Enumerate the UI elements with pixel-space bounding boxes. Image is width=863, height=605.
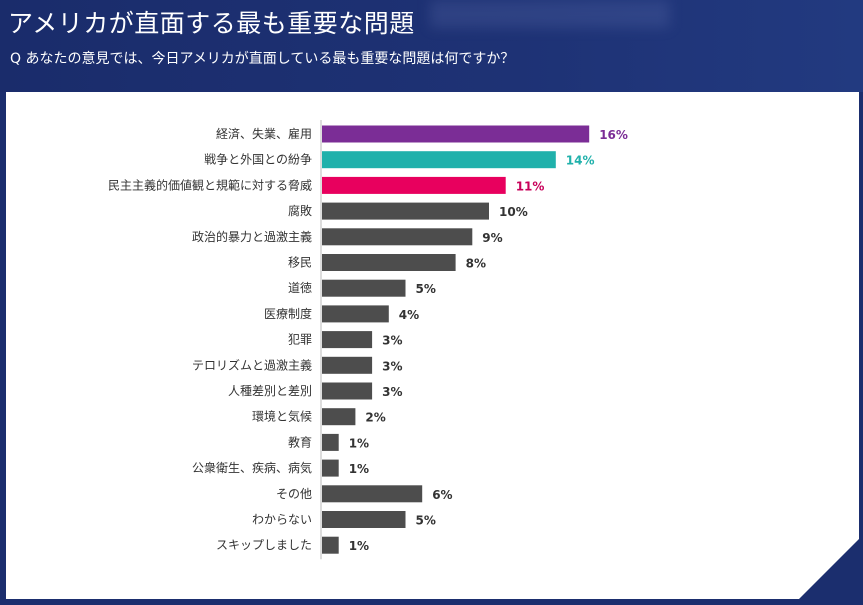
bar	[322, 279, 406, 297]
category-label: 公衆衛生、疾病、病気	[192, 460, 312, 475]
category-label: 移民	[288, 256, 312, 270]
category-label: テロリズムと過激主義	[192, 357, 312, 372]
category-label: 環境と気候	[252, 409, 312, 424]
value-label: 9%	[482, 231, 502, 245]
category-label: 経済、失業、雇用	[216, 126, 312, 141]
value-label: 6%	[432, 488, 452, 502]
value-label: 1%	[349, 539, 369, 553]
category-label: 腐敗	[288, 203, 312, 218]
value-label: 11%	[516, 179, 545, 193]
bar	[322, 433, 339, 451]
category-label: 政治的暴力と過激主義	[192, 229, 312, 244]
value-label: 5%	[416, 514, 436, 528]
bar	[322, 305, 389, 323]
value-label: 16%	[599, 128, 628, 142]
bar	[322, 459, 339, 477]
bar	[322, 228, 473, 246]
category-label: 医療制度	[264, 306, 312, 321]
category-label: 人種差別と差別	[228, 384, 312, 398]
bar	[322, 356, 373, 374]
category-label: わからない	[252, 513, 312, 527]
corner-decoration	[799, 539, 859, 599]
value-label: 10%	[499, 205, 528, 219]
value-label: 14%	[566, 154, 595, 168]
bar	[322, 511, 406, 528]
bar	[322, 382, 373, 400]
category-label: 道徳	[288, 280, 312, 295]
category-label: 犯罪	[288, 333, 312, 347]
bar-chart: 経済、失業、雇用 16% 戦争と外国との紛争 14% 民主主義的価値観と規範に対する脅威…	[108, 120, 628, 560]
bar	[322, 536, 339, 554]
category-label: その他	[276, 487, 312, 501]
question-subtitle: Q あなたの意見では、今日アメリカが直面している最も重要な問題は何ですか？	[10, 51, 515, 67]
value-label: 2%	[365, 411, 385, 425]
bar	[322, 202, 489, 220]
value-label: 1%	[349, 436, 369, 450]
bar-group: 経済、失業、雇用 16% 戦争と外国との紛争 14% 民主主義的価値観と規範に対する脅威…	[108, 125, 628, 554]
value-label: 3%	[382, 385, 402, 399]
value-label: 5%	[416, 282, 436, 296]
bar	[322, 125, 590, 143]
value-label: 3%	[382, 334, 402, 348]
category-label: 教育	[288, 434, 312, 449]
bar	[322, 485, 423, 503]
bar	[322, 331, 373, 349]
header-glow	[430, 0, 670, 28]
value-label: 8%	[466, 257, 486, 271]
value-label: 1%	[349, 462, 369, 476]
header-band: アメリカが直面する最も重要な問題 Q あなたの意見では、今日アメリカが直面してい…	[0, 0, 863, 92]
chart-panel: 経済、失業、雇用 16% 戦争と外国との紛争 14% 民主主義的価値観と規範に対する脅威…	[6, 92, 859, 599]
category-label: スキップしました	[216, 538, 312, 552]
page-title: アメリカが直面する最も重要な問題	[8, 9, 415, 38]
value-label: 4%	[399, 308, 419, 322]
bar	[322, 176, 506, 194]
category-label: 戦争と外国との紛争	[204, 152, 312, 167]
bar	[322, 151, 556, 169]
bar	[322, 408, 356, 426]
category-label: 民主主義的価値観と規範に対する脅威	[108, 177, 312, 192]
bar	[322, 254, 456, 271]
value-label: 3%	[382, 359, 402, 373]
